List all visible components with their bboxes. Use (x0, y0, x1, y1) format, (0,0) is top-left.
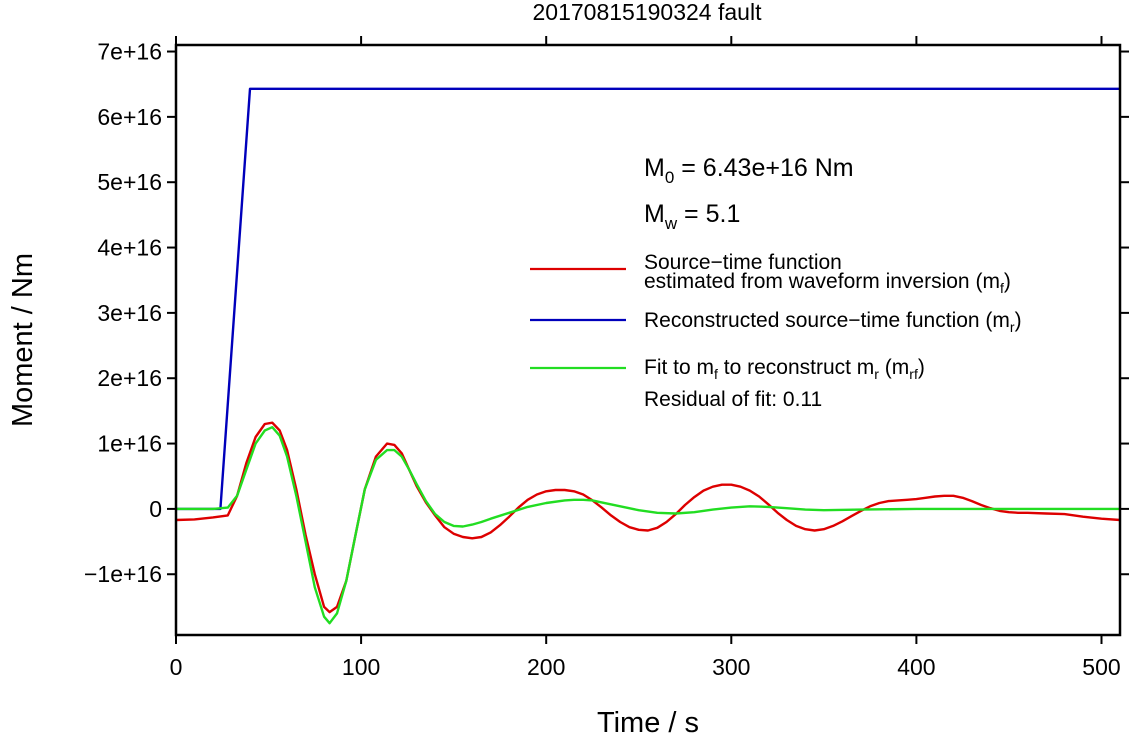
y-tick-label: 7e+16 (97, 39, 162, 65)
chart-title: 20170815190324 fault (533, 0, 763, 25)
y-axis-title: Moment / Nm (7, 253, 39, 427)
x-tick-label: 500 (1082, 654, 1120, 680)
y-tick-label: 3e+16 (97, 300, 162, 326)
x-tick-label: 0 (170, 654, 183, 680)
series-source-time-line (176, 421, 1120, 614)
m0-annotation: M0 = 6.43e+16 Nm (644, 154, 854, 187)
x-tick-label: 400 (897, 654, 935, 680)
legend-label-source-time-1: Source−time function (644, 251, 842, 274)
x-tick-label: 200 (527, 654, 565, 680)
y-tick-label: 0 (149, 496, 162, 522)
x-axis: 0 100 200 300 400 500 (170, 36, 1121, 680)
y-axis: −1e+16 0 1e+16 2e+16 3e+16 4e+16 5e+16 6e+16 7e+… (84, 39, 1129, 587)
legend: Source−time function estimated from wave… (530, 251, 1022, 411)
y-tick-label: 6e+16 (97, 104, 162, 130)
y-tick-label: 5e+16 (97, 169, 162, 195)
y-tick-label: 4e+16 (97, 235, 162, 261)
x-tick-label: 100 (342, 654, 380, 680)
legend-label-source-time-2: estimated from waveform inversion (mf) (644, 270, 1011, 296)
y-tick-label: 2e+16 (97, 365, 162, 391)
mw-annotation: Mw = 5.1 (644, 200, 740, 233)
x-tick-label: 300 (712, 654, 750, 680)
y-tick-label: −1e+16 (84, 561, 162, 587)
legend-label-fit: Fit to mf to reconstruct mr (mrf) (644, 356, 925, 382)
series-fit-line (176, 426, 1120, 625)
series-reconstructed-line (176, 87, 1120, 511)
plot-frame (174, 43, 1122, 637)
y-tick-label: 1e+16 (97, 431, 162, 457)
residual-annotation: Residual of fit: 0.11 (644, 388, 822, 411)
x-axis-title: Time / s (597, 707, 699, 736)
legend-label-reconstructed: Reconstructed source−time function (mr) (644, 309, 1022, 335)
